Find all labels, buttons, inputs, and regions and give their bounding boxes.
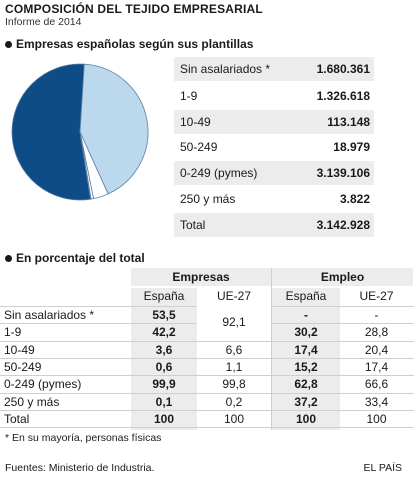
table-cell: 33,4 bbox=[364, 394, 389, 409]
stat-row: Sin asalariados * 1.680.361 bbox=[174, 57, 374, 81]
empresas-espana-shade bbox=[131, 288, 197, 430]
stat-value: 1.680.361 bbox=[302, 57, 374, 81]
row-label: 50-249 bbox=[4, 359, 42, 374]
table-cell: 100 bbox=[223, 411, 245, 426]
pie-chart bbox=[11, 63, 149, 201]
table-cell: 100 bbox=[295, 411, 317, 426]
brand-logo: EL PAÍS bbox=[363, 462, 402, 474]
stat-row: 250 y más 3.822 bbox=[174, 187, 374, 211]
stat-row: 0-249 (pymes) 3.139.106 bbox=[174, 161, 374, 185]
table-cell: 6,6 bbox=[225, 342, 243, 357]
table-cell: 17,4 bbox=[294, 342, 318, 357]
table-row: 50-249 0,6 1,1 15,2 17,4 bbox=[0, 357, 414, 375]
stat-label: 250 y más bbox=[180, 192, 236, 206]
sources: Fuentes: Ministerio de Industria. bbox=[5, 462, 155, 474]
stat-label: 10-49 bbox=[174, 110, 302, 134]
bullet-icon bbox=[5, 40, 12, 48]
stat-label: Sin asalariados * bbox=[174, 57, 302, 81]
table-cell: 0,6 bbox=[155, 359, 173, 374]
table-bottom-border bbox=[0, 427, 414, 429]
pie-slice-1 bbox=[79, 63, 149, 195]
row-label: 10-49 bbox=[4, 342, 35, 357]
section-heading-porcentaje: En porcentaje del total bbox=[5, 251, 145, 265]
stat-label: Total bbox=[174, 213, 302, 237]
col-header-empresas-espana: España bbox=[143, 289, 185, 303]
empleo-espana-shade bbox=[272, 288, 340, 430]
table-cell: 15,2 bbox=[294, 359, 318, 374]
stat-label: 50-249 bbox=[180, 140, 218, 154]
pie-slice-0 bbox=[11, 63, 91, 201]
table-cell: 100 bbox=[153, 411, 175, 426]
table-cell: 42,2 bbox=[152, 325, 176, 340]
pie-slice-4 bbox=[79, 131, 92, 200]
table-cell: 20,4 bbox=[364, 342, 389, 357]
stat-row: 10-49 113.148 bbox=[174, 110, 374, 134]
table-cell: 53,5 bbox=[152, 308, 176, 322]
section-heading-text: Empresas españolas según sus plantillas bbox=[16, 37, 254, 51]
group-header-empleo: Empleo bbox=[320, 270, 365, 284]
merged-ue27-value: 92,1 bbox=[222, 315, 246, 329]
stat-value: 18.979 bbox=[333, 140, 370, 154]
table-cell: - bbox=[304, 308, 308, 322]
table-cell: 28,8 bbox=[364, 325, 389, 340]
table-cell: 99,9 bbox=[152, 377, 176, 392]
table-cell: 17,4 bbox=[364, 359, 389, 374]
table-row: Total 100 100 100 100 bbox=[0, 409, 414, 427]
table-cell: 37,2 bbox=[294, 394, 318, 409]
row-label: 1-9 bbox=[4, 325, 22, 340]
group-header-empresas: Empresas bbox=[172, 270, 230, 284]
table-cell: 30,2 bbox=[294, 325, 318, 340]
section-heading-plantillas: Empresas españolas según sus plantillas bbox=[5, 37, 253, 51]
table-cell: 0,2 bbox=[225, 394, 243, 409]
bullet-icon bbox=[5, 254, 12, 262]
row-label: Sin asalariados * bbox=[4, 308, 95, 322]
section-heading-text: En porcentaje del total bbox=[16, 251, 145, 265]
table-cell: 0,1 bbox=[155, 394, 173, 409]
table-cell: 66,6 bbox=[364, 377, 389, 392]
table-cell: 99,8 bbox=[222, 377, 246, 392]
stat-value: 113.148 bbox=[302, 110, 374, 134]
stat-row: 50-249 18.979 bbox=[174, 135, 374, 159]
chart-title: COMPOSICIÓN DEL TEJIDO EMPRESARIAL bbox=[5, 2, 263, 16]
stat-value: 1.326.618 bbox=[316, 89, 370, 103]
footnote: * En su mayoría, personas físicas bbox=[5, 432, 162, 444]
col-header-empleo-espana: España bbox=[285, 289, 327, 303]
table-cell: 1,1 bbox=[225, 359, 243, 374]
table-cell: 62,8 bbox=[294, 377, 318, 392]
group-divider bbox=[271, 268, 272, 430]
table-cell: 100 bbox=[366, 411, 387, 426]
empresas-group-shade bbox=[131, 268, 271, 286]
stat-row: 1-9 1.326.618 bbox=[174, 84, 374, 108]
stat-label: 1-9 bbox=[180, 89, 198, 103]
chart-subtitle: Informe de 2014 bbox=[5, 16, 82, 28]
table-row: 10-49 3,6 6,6 17,4 20,4 bbox=[0, 340, 414, 358]
row-label: Total bbox=[4, 411, 30, 426]
table-cell: - bbox=[374, 308, 379, 322]
stat-value: 3.142.928 bbox=[302, 213, 374, 237]
row-label: 0-249 (pymes) bbox=[4, 377, 82, 392]
stat-value: 3.822 bbox=[339, 192, 370, 206]
table-cell: 3,6 bbox=[155, 342, 173, 357]
stat-label: 0-249 (pymes) bbox=[174, 161, 302, 185]
empleo-group-shade bbox=[272, 268, 413, 286]
merged-cell-bg bbox=[197, 306, 271, 340]
stat-row: Total 3.142.928 bbox=[174, 213, 374, 237]
row-label: 250 y más bbox=[4, 394, 60, 409]
table-row: 250 y más 0,1 0,2 37,2 33,4 bbox=[0, 392, 414, 410]
col-header-empleo-ue27: UE-27 bbox=[359, 289, 394, 303]
stat-value: 3.139.106 bbox=[302, 161, 374, 185]
table-row: 0-249 (pymes) 99,9 99,8 62,8 66,6 bbox=[0, 375, 414, 392]
col-header-empresas-ue27: UE-27 bbox=[216, 289, 251, 303]
